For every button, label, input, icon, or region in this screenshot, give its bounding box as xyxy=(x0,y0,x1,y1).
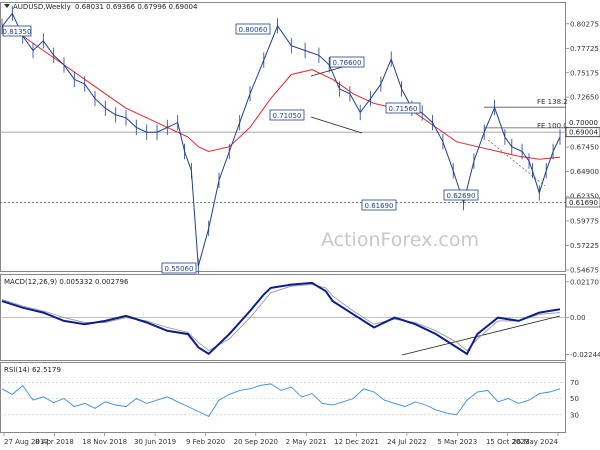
svg-text:0.69004: 0.69004 xyxy=(569,129,598,137)
ohlc-readout: 0.68031 0.69366 0.67996 0.69004 xyxy=(75,3,198,11)
macd-y-tick-label: 0.021701 xyxy=(570,278,600,286)
fe-138-label: FE 138.2 xyxy=(537,98,568,106)
price-panel-frame xyxy=(0,2,566,272)
svg-text:0.71050: 0.71050 xyxy=(273,112,302,120)
macd-y-tick-label: 0.00 xyxy=(570,314,586,322)
watermark: ActionForex.com xyxy=(321,229,479,251)
rsi-title: RSI(14) 62.5179 xyxy=(4,366,61,374)
low-label-0-62690: 0.62690 xyxy=(443,189,479,201)
dashed-trendline[interactable] xyxy=(487,139,546,187)
x-tick-label: 12 Dec 2021 xyxy=(334,438,379,446)
price-y-tick-label: 0.59775 xyxy=(570,217,599,225)
svg-text:0.76600: 0.76600 xyxy=(333,59,362,67)
svg-text:0.62690: 0.62690 xyxy=(447,192,476,200)
low-label-0-55060: 0.55060 xyxy=(161,262,197,274)
rsi-layer xyxy=(1,383,561,417)
high-label-0-81350: 0.81350 xyxy=(3,25,32,37)
axis-label-0-70000: 0.70000 xyxy=(566,118,600,128)
rsi-y-tick-label: 70 xyxy=(570,379,579,387)
price-y-tick-label: 0.72650 xyxy=(570,94,599,102)
x-tick-label: 8 Apr 2018 xyxy=(35,438,74,446)
low-label-0-71050: 0.71050 xyxy=(269,109,305,121)
macd-line xyxy=(1,281,561,356)
fe-100-label: FE 100.0 xyxy=(537,122,568,130)
price-y-tick-label: 0.77725 xyxy=(570,45,599,53)
symbol-label: AUDUSD,Weekly xyxy=(13,3,71,11)
axis-label-current-price: 0.69004 xyxy=(565,127,600,138)
macd-signal-line xyxy=(1,284,561,352)
channel-lower-trendline[interactable] xyxy=(310,116,363,134)
price-y-tick-label: 0.67450 xyxy=(570,144,599,152)
x-tick-label: 5 Mar 2023 xyxy=(437,438,477,446)
collapse-triangle-icon[interactable] xyxy=(4,4,10,8)
price-y-tick-label: 0.54675 xyxy=(570,267,599,275)
macd-y-tick-label: -0.022445 xyxy=(570,351,600,359)
svg-text:0.61690: 0.61690 xyxy=(365,202,394,210)
svg-text:0.80060: 0.80060 xyxy=(239,26,268,34)
macd-title: MACD(12,26,9) 0.005332 0.002796 xyxy=(4,278,129,286)
svg-text:0.61690: 0.61690 xyxy=(569,199,598,207)
x-tick-label: 27 Aug 2017 xyxy=(4,438,49,446)
rsi-y-tick-label: 30 xyxy=(570,411,579,419)
price-y-tick-label: 0.62350 xyxy=(570,193,599,201)
svg-text:0.71560: 0.71560 xyxy=(389,105,418,113)
x-tick-label: 24 Jul 2022 xyxy=(387,438,427,446)
x-tick-label: 9 Feb 2020 xyxy=(186,438,225,446)
price-y-tick-label: 0.57225 xyxy=(570,242,599,250)
moving-average-line xyxy=(1,25,561,160)
rsi-panel-frame xyxy=(0,362,566,433)
macd-y-axis: 0.021701 0.00 -0.022445 xyxy=(566,278,600,359)
x-tick-label: 30 Jun 2019 xyxy=(134,438,176,446)
macd-layer xyxy=(1,281,561,356)
rsi-y-axis: 70 50 30 xyxy=(570,379,579,420)
high-label-0-71560: 0.71560 xyxy=(385,102,421,114)
x-tick-label: 2 May 2021 xyxy=(286,438,327,446)
price-y-tick-label: 0.64900 xyxy=(570,168,599,176)
high-label-0-76600: 0.76600 xyxy=(329,56,365,68)
x-tick-label: 26 May 2024 xyxy=(512,438,558,446)
high-label-0-80060: 0.80060 xyxy=(235,23,271,35)
price-y-tick-label: 0.75175 xyxy=(570,69,599,77)
x-tick-label: 15 Oct 2023 xyxy=(486,438,529,446)
svg-text:0.70000: 0.70000 xyxy=(569,119,598,127)
low-label-0-61690: 0.61690 xyxy=(361,199,397,211)
moving-average-layer xyxy=(1,25,561,160)
svg-text:0.81350: 0.81350 xyxy=(3,28,32,36)
x-tick-label: 20 Sep 2020 xyxy=(234,438,278,446)
rsi-y-tick-label: 50 xyxy=(570,395,579,403)
axis-label-support: 0.61690 xyxy=(565,197,600,208)
price-y-tick-label: 0.80275 xyxy=(570,20,599,28)
svg-text:0.55060: 0.55060 xyxy=(165,265,194,273)
rsi-line xyxy=(1,383,561,417)
x-tick-label: 18 Nov 2018 xyxy=(82,438,127,446)
